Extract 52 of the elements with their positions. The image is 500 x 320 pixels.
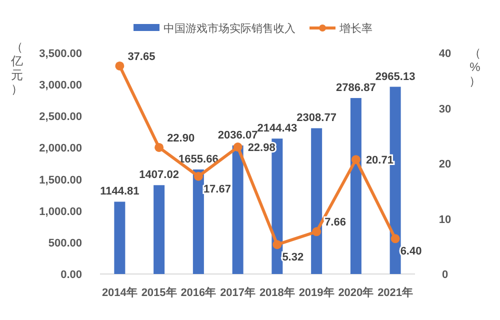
- y2-tick-label: 10: [438, 214, 452, 226]
- bar: [311, 128, 322, 274]
- data-label: 2144.43: [257, 122, 298, 135]
- point: [233, 142, 242, 152]
- data-label: 1144.81: [100, 186, 140, 198]
- point: [351, 155, 360, 164]
- data-label: 37.65: [128, 50, 156, 63]
- y-tick-label: 500.00: [48, 237, 82, 250]
- x-tick-label: 2021年: [378, 286, 414, 299]
- data-label: 1655.66: [178, 153, 218, 166]
- y-tick-label: 1,000.00: [39, 206, 82, 218]
- data-label: 2308.77: [296, 112, 336, 124]
- legend-label: 增长率: [338, 22, 372, 35]
- x-tick-label: 2014年: [102, 286, 138, 299]
- y-tick-label: 1,500.00: [39, 174, 82, 186]
- y2-tick-label: 20: [438, 158, 452, 170]
- point: [194, 172, 203, 181]
- data-label: 2036.07: [218, 129, 258, 142]
- y2-tick-label: 40: [438, 48, 452, 60]
- x-tick-label: 2017年: [220, 286, 256, 299]
- x-tick-label: 2020年: [338, 286, 374, 299]
- y-tick-label: 3,500.00: [39, 48, 82, 60]
- point: [115, 61, 124, 70]
- y-axis-title: （亿元）: [10, 40, 23, 96]
- legend-label: 中国游戏市场实际销售收入: [164, 22, 296, 35]
- y-tick-label: 3,000.00: [39, 80, 82, 92]
- y-tick-label: 0.00: [60, 269, 82, 281]
- bar: [192, 169, 204, 274]
- point: [390, 234, 400, 244]
- data-label: 7.66: [324, 216, 346, 229]
- y2-tick-label: 30: [438, 103, 452, 116]
- y2-tick-label: 0: [442, 269, 448, 281]
- bar: [154, 185, 165, 274]
- point: [312, 227, 322, 236]
- x-tick-label: 2019年: [298, 286, 334, 299]
- data-label: 17.67: [203, 183, 231, 196]
- y-tick-label: 2,500.00: [39, 111, 82, 124]
- bar: [114, 202, 126, 274]
- y-tick-label: 2,000.00: [39, 142, 82, 155]
- data-label: 22.90: [167, 132, 195, 144]
- data-label: 5.32: [282, 252, 304, 264]
- data-label: 2786.87: [336, 82, 376, 94]
- x-tick-label: 2016年: [180, 286, 216, 299]
- y2-axis-title: （%）: [469, 46, 481, 88]
- data-label: 1407.02: [139, 169, 179, 182]
- data-label: 2965.13: [375, 70, 416, 83]
- x-tick-label: 2018年: [259, 286, 295, 299]
- x-tick-label: 2015年: [141, 286, 177, 299]
- point: [272, 240, 282, 250]
- bar: [232, 145, 244, 274]
- point: [154, 142, 164, 152]
- bar: [350, 98, 362, 274]
